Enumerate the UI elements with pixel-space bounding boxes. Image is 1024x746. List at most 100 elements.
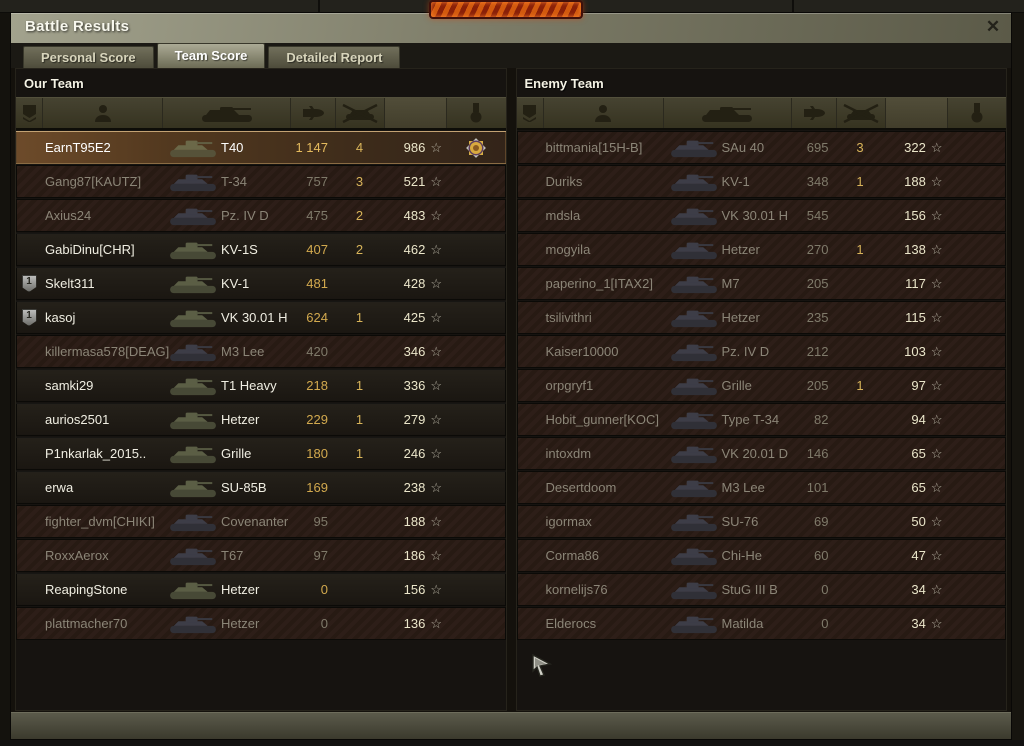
player-row[interactable]: Gang87[KAUTZ] T-34 757 3 521 ☆ [16,165,506,198]
xp-value: 483 [403,208,426,223]
column-player[interactable] [542,98,663,128]
tab-personal-score[interactable]: Personal Score [23,46,154,68]
team-panel: Our Team [15,68,507,711]
xp-cell: 188 ☆ [885,174,947,190]
player-row[interactable]: 1 kasoj VK 30.01 H 624 1 425 ☆ [16,301,506,334]
player-row[interactable]: Kaiser10000 Pz. IV D 212 103 ☆ [516,335,1006,368]
player-row[interactable]: igormax SU-76 69 50 ☆ [516,505,1006,538]
player-row[interactable]: P1nkarlak_2015.. Grille 180 1 246 ☆ [16,437,506,470]
vehicle-name: SU-76 [721,514,759,529]
xp-star-outline-icon: ☆ [430,547,442,563]
player-row[interactable]: Desertdoom M3 Lee 101 65 ☆ [516,471,1006,504]
xp-cell: 47 ☆ [885,548,947,564]
damage-value: 82 [814,412,829,427]
kills-value: 1 [355,310,364,325]
player-row[interactable]: intoxdm VK 20.01 D 146 65 ☆ [516,437,1006,470]
player-row[interactable]: Axius24 Pz. IV D 475 2 483 ☆ [16,199,506,232]
player-row[interactable]: orpgryf1 Grille 205 1 97 ☆ [516,369,1006,402]
column-medals[interactable] [946,98,1007,128]
player-row[interactable]: mogyila Hetzer 270 1 138 ☆ [516,233,1006,266]
player-row[interactable]: plattmacher70 Hetzer 0 136 ☆ [16,607,506,640]
kills-value: 1 [355,378,364,393]
xp-star-outline-icon: ☆ [930,139,943,155]
player-row[interactable]: erwa SU-85B 169 238 ☆ [16,471,506,504]
column-damage[interactable] [290,98,335,128]
column-player[interactable] [42,98,162,128]
damage-value: 95 [313,514,328,529]
vehicle-name: StuG III B [721,582,778,597]
xp-value: 986 [403,140,426,155]
column-kills[interactable] [835,98,885,128]
player-row[interactable]: EarnT95E2 T40 1 147 4 986 ☆ [16,131,506,164]
player-icon [93,103,113,123]
damage-value: 97 [313,548,328,563]
player-row[interactable]: aurios2501 Hetzer 229 1 279 ☆ [16,403,506,436]
column-platoon[interactable] [517,98,543,128]
dialog-footer [11,712,1011,739]
xp-cell: 117 ☆ [885,276,947,292]
xp-value: 336 [403,378,426,393]
damage-value: 348 [806,174,829,189]
column-kills[interactable] [335,98,384,128]
battle-notification-button[interactable] [429,0,583,19]
tank-icon [670,344,717,361]
xp-cell: 103 ☆ [885,344,947,360]
xp-value: 462 [403,242,426,257]
column-platoon[interactable] [16,98,42,128]
vehicle-name: KV-1S [221,242,258,257]
epic-medal-icon[interactable] [463,135,489,161]
xp-value: 156 [403,582,426,597]
player-row[interactable]: tsilivithri Hetzer 235 115 ☆ [516,301,1006,334]
column-damage[interactable] [790,98,836,128]
teams-container: Our Team [11,68,1011,711]
player-row[interactable]: fighter_dvm[CHIKI] Covenanter 95 188 ☆ [16,505,506,538]
xp-cell: 156 ☆ [384,582,446,598]
xp-star-outline-icon: ☆ [430,139,442,155]
player-name: igormax [545,514,592,529]
damage-value: 420 [306,344,328,359]
player-row[interactable]: 1 Skelt311 KV-1 481 428 ☆ [16,267,506,300]
player-row[interactable]: samki29 T1 Heavy 218 1 336 ☆ [16,369,506,402]
column-vehicle[interactable] [662,98,791,128]
vehicle-icon [199,102,255,124]
player-row[interactable]: Hobit_gunner[KOC] Type T-34 82 94 ☆ [516,403,1006,436]
column-xp[interactable] [884,98,947,128]
player-icon [593,103,613,123]
player-row[interactable]: paperino_1[ITAX2] M7 205 117 ☆ [516,267,1006,300]
xp-value: 246 [403,446,426,461]
vehicle-cell: Hetzer [162,613,290,635]
xp-value: 34 [911,582,926,597]
player-row[interactable]: ReapingStone Hetzer 0 156 ☆ [16,573,506,606]
player-row[interactable]: Duriks KV-1 348 1 188 ☆ [516,165,1006,198]
player-row[interactable]: GabiDinu[CHR] KV-1S 407 2 462 ☆ [16,233,506,266]
xp-star-outline-icon: ☆ [430,479,442,495]
column-vehicle[interactable] [162,98,290,128]
tank-icon [170,344,216,361]
player-row[interactable]: Corma86 Chi-He 60 47 ☆ [516,539,1006,572]
vehicle-name: Pz. IV D [221,208,269,223]
vehicle-name: Hetzer [221,412,260,427]
player-row[interactable]: RoxxAerox T67 97 186 ☆ [16,539,506,572]
player-row[interactable]: mdsla VK 30.01 H 545 156 ☆ [516,199,1006,232]
column-xp[interactable] [384,98,446,128]
xp-value: 117 [905,276,926,291]
player-row[interactable]: kornelijs76 StuG III B 0 34 ☆ [516,573,1006,606]
tab-detailed-report[interactable]: Detailed Report [268,46,401,68]
player-row[interactable]: killermasa578[DEAG] M3 Lee 420 346 ☆ [16,335,506,368]
tank-icon [170,310,216,327]
tab-content: Our Team [11,68,1011,712]
vehicle-name: Type T-34 [721,412,780,427]
column-medals[interactable] [446,98,506,128]
tab-team-score[interactable]: Team Score [156,43,266,68]
xp-star-outline-icon: ☆ [430,173,442,189]
xp-cell: 346 ☆ [384,344,446,360]
damage-value: 180 [306,446,328,461]
close-icon[interactable]: ✕ [985,17,1001,36]
player-row[interactable]: Elderocs Matilda 0 34 ☆ [516,607,1006,640]
player-row[interactable]: bittmania[15H-B] SAu 40 695 3 322 ☆ [516,131,1006,164]
xp-value: 428 [403,276,426,291]
vehicle-cell: Covenanter [162,511,290,533]
vehicle-cell: M7 [663,273,791,295]
platoon-icon [522,104,537,122]
platoon-badge: 1 [21,275,37,292]
